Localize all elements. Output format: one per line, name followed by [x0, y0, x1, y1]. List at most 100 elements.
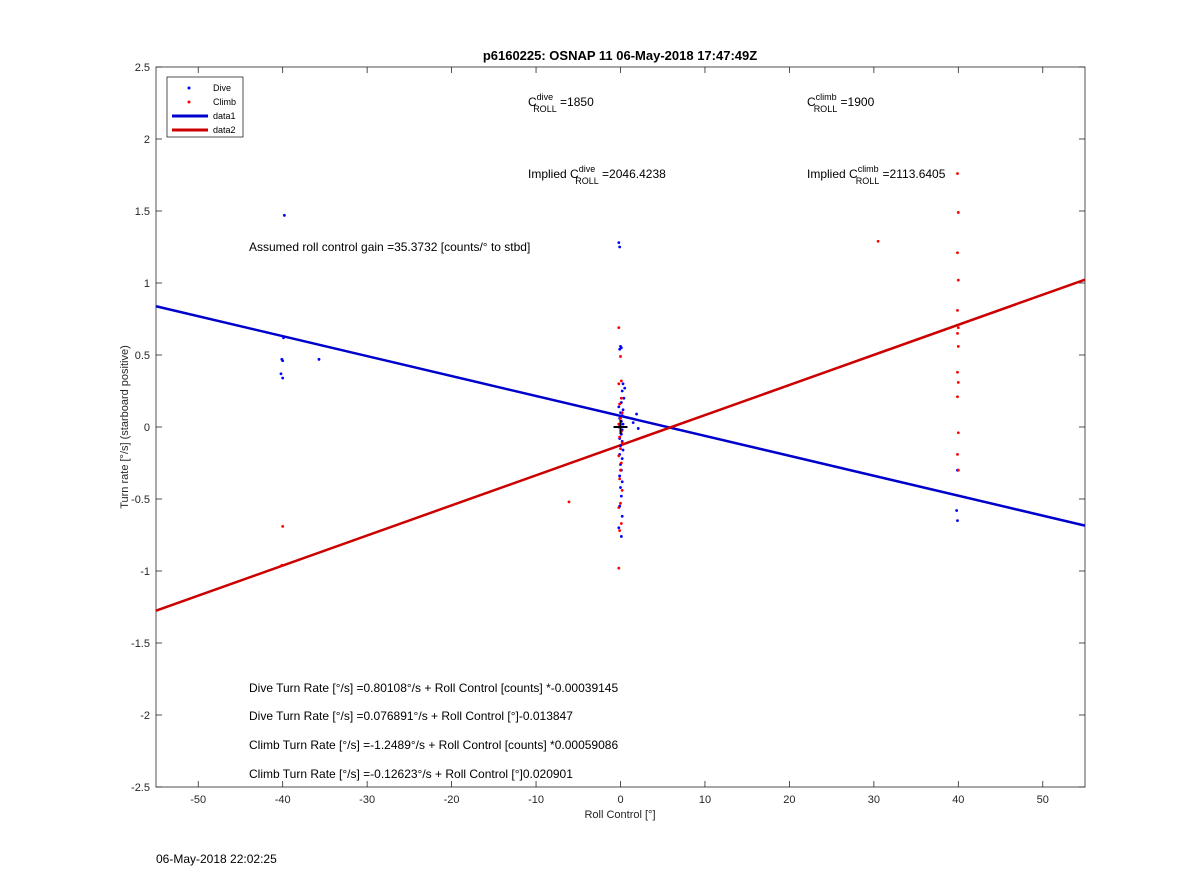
- point-climb: [956, 278, 960, 282]
- point-dive: [282, 336, 285, 340]
- x-tick-label: 30: [868, 794, 880, 806]
- point-dive: [618, 347, 622, 351]
- point-dive: [623, 386, 627, 390]
- point-climb: [617, 454, 621, 458]
- point-climb: [567, 500, 571, 504]
- point-climb: [956, 344, 960, 348]
- point-dive: [618, 245, 622, 249]
- point-dive: [619, 486, 622, 489]
- x-tick-label: -50: [190, 794, 206, 806]
- point-dive: [620, 389, 624, 393]
- point-climb: [280, 563, 284, 567]
- origin-plus-marker: [613, 420, 628, 434]
- point-climb: [618, 529, 622, 533]
- footer-timestamp: 06-May-2018 22:02:25: [156, 852, 277, 866]
- point-dive: [620, 480, 624, 484]
- point-dive: [281, 376, 285, 380]
- point-climb: [617, 326, 621, 330]
- point-climb: [956, 326, 960, 330]
- point-dive: [622, 396, 626, 400]
- point-climb: [956, 468, 960, 472]
- equation-climb-counts: Climb Turn Rate [°/s] =-1.2489°/s + Roll…: [249, 738, 618, 752]
- point-climb: [956, 172, 959, 175]
- point-climb: [618, 477, 622, 481]
- point-climb: [617, 382, 621, 386]
- point-dive: [955, 509, 959, 512]
- point-climb: [619, 379, 623, 383]
- point-climb: [956, 431, 960, 435]
- x-tick-label: 50: [1037, 794, 1049, 806]
- y-tick-label: 1: [144, 278, 150, 290]
- c-dive-annotation: Cdive ROLL =1850: [528, 92, 594, 114]
- point-dive: [621, 408, 625, 412]
- point-climb: [620, 411, 624, 414]
- y-tick-label: -1: [140, 566, 150, 578]
- point-dive: [636, 427, 640, 430]
- point-climb: [618, 435, 622, 439]
- x-tick-label: -40: [275, 794, 291, 806]
- c-climb-annotation: Cclimb ROLL =1900: [807, 92, 875, 114]
- point-climb: [281, 524, 285, 528]
- y-tick-label: -2: [140, 710, 150, 722]
- y-tick-label: 2: [144, 134, 150, 146]
- y-tick-label: -2.5: [131, 782, 150, 794]
- point-dive: [617, 241, 621, 245]
- point-dive: [635, 412, 638, 416]
- x-tick-label: 40: [952, 794, 964, 806]
- point-climb: [620, 441, 624, 445]
- gain-annotation: Assumed roll control gain =35.3732 [coun…: [249, 240, 530, 254]
- point-dive: [620, 514, 624, 518]
- point-dive: [619, 535, 623, 538]
- y-tick-label: -1.5: [131, 638, 150, 650]
- point-climb: [618, 402, 622, 406]
- equation-dive-degrees: Dive Turn Rate [°/s] =0.076891°/s + Roll…: [249, 709, 573, 723]
- point-dive: [621, 448, 625, 452]
- point-climb: [617, 566, 621, 570]
- y-axis-label: Turn rate [°/s] (starboard positive): [119, 345, 131, 509]
- point-climb: [956, 370, 959, 374]
- x-axis-label: Roll Control [°]: [584, 809, 655, 821]
- point-dive: [617, 405, 621, 409]
- point-climb: [619, 468, 622, 472]
- point-climb: [619, 461, 623, 465]
- point-climb: [956, 211, 960, 214]
- y-tick-label: 2.5: [135, 62, 150, 74]
- point-dive: [619, 494, 623, 498]
- point-dive: [279, 372, 283, 376]
- y-ticks: -2.5 -2 -1.5 -1 -0.5 0 0.5 1 1.5 2 2.5: [131, 62, 1085, 794]
- legend-label-climb: Climb: [213, 97, 236, 107]
- point-dive: [956, 519, 959, 522]
- x-tick-label: 10: [699, 794, 711, 806]
- chart-title: p6160225: OSNAP 11 06-May-2018 17:47:49Z: [483, 48, 757, 63]
- implied-climb-annotation: Implied Cclimb ROLL =2113.6405: [807, 164, 946, 186]
- y-tick-label: -0.5: [131, 494, 150, 506]
- y-tick-label: 0.5: [135, 350, 150, 362]
- legend: Dive Climb data1 data2: [166, 76, 244, 138]
- point-dive: [281, 359, 285, 363]
- point-dive: [621, 382, 625, 386]
- point-climb: [619, 396, 623, 400]
- point-dive: [619, 444, 622, 448]
- fit-line-data1: [155, 305, 1086, 527]
- implied-dive-annotation: Implied Cdive ROLL =2046.4238: [528, 164, 666, 186]
- point-climb: [617, 506, 621, 510]
- legend-label-data1: data1: [213, 111, 236, 121]
- x-tick-label: 0: [617, 794, 623, 806]
- point-dive: [618, 474, 622, 478]
- point-climb: [620, 488, 624, 492]
- point-dive: [631, 421, 635, 425]
- point-dive: [317, 357, 321, 361]
- point-climb: [619, 501, 622, 505]
- point-climb: [956, 380, 960, 384]
- point-climb: [876, 239, 880, 243]
- y-tick-label: 1.5: [135, 206, 150, 218]
- point-climb: [619, 416, 622, 420]
- x-tick-label: -10: [528, 794, 544, 806]
- point-climb: [619, 447, 622, 450]
- point-climb: [956, 332, 959, 335]
- point-climb: [619, 355, 622, 358]
- equation-climb-degrees: Climb Turn Rate [°/s] =-0.12623°/s + Rol…: [249, 767, 573, 781]
- point-climb: [956, 395, 959, 399]
- x-tick-label: 20: [783, 794, 795, 806]
